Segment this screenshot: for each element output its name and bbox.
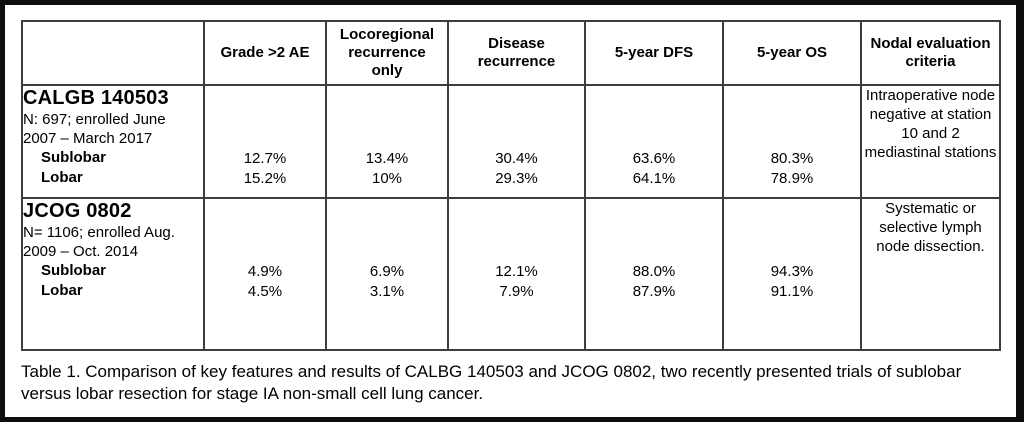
value-sublobar: 30.4% bbox=[495, 150, 538, 167]
value-sublobar: 12.7% bbox=[243, 150, 287, 167]
trial-comparison-table: Grade >2 AE Locoregional recurrence only… bbox=[21, 20, 1001, 351]
trial-enrollment-line: 2009 – Oct. 2014 bbox=[23, 243, 139, 260]
dfs-cell: 63.6% 64.1% bbox=[584, 84, 724, 199]
value-sublobar: 13.4% bbox=[365, 150, 409, 167]
value-lobar: 78.9% bbox=[770, 170, 814, 187]
value-lobar: 87.9% bbox=[632, 283, 676, 300]
value-sublobar: 94.3% bbox=[770, 263, 814, 280]
disease-recurrence-cell: 12.1% 7.9% bbox=[447, 197, 586, 351]
column-header-disease-recurrence: Disease recurrence bbox=[447, 20, 586, 86]
spacer bbox=[587, 87, 721, 149]
value-lobar: 91.1% bbox=[770, 283, 814, 300]
spacer bbox=[206, 200, 324, 262]
os-cell: 94.3% 91.1% bbox=[722, 197, 862, 351]
value-lobar: 3.1% bbox=[369, 283, 405, 300]
column-header-locoregional-recurrence: Locoregional recurrence only bbox=[325, 20, 449, 86]
value-lobar: 7.9% bbox=[499, 283, 534, 300]
grade-ae-cell: 4.9% 4.5% bbox=[203, 197, 327, 351]
locoregional-cell: 13.4% 10% bbox=[325, 84, 449, 199]
arm-label-lobar: Lobar bbox=[41, 282, 83, 299]
value-sublobar: 6.9% bbox=[369, 263, 405, 280]
trial-label-cell: JCOG 0802 N= 1106; enrolled Aug. 2009 – … bbox=[21, 197, 205, 351]
spacer bbox=[450, 200, 583, 262]
value-sublobar: 88.0% bbox=[632, 263, 676, 280]
nodal-criteria-cell: Intraoperative node negative at station … bbox=[860, 84, 1001, 199]
value-sublobar: 63.6% bbox=[632, 150, 676, 167]
value-sublobar: 80.3% bbox=[770, 150, 814, 167]
trial-name: CALGB 140503 bbox=[23, 87, 169, 109]
arm-label-sublobar: Sublobar bbox=[41, 262, 107, 279]
table-row-calgb-140503: CALGB 140503 N: 697; enrolled June 2007 … bbox=[21, 84, 1001, 199]
disease-recurrence-cell: 30.4% 29.3% bbox=[447, 84, 586, 199]
arm-label-sublobar: Sublobar bbox=[41, 149, 107, 166]
column-header-nodal-criteria: Nodal evaluation criteria bbox=[860, 20, 1001, 86]
trial-name: JCOG 0802 bbox=[23, 200, 132, 222]
spacer bbox=[450, 87, 583, 149]
arm-label-lobar: Lobar bbox=[41, 169, 83, 186]
spacer bbox=[587, 200, 721, 262]
value-lobar: 64.1% bbox=[632, 170, 676, 187]
table-caption: Table 1. Comparison of key features and … bbox=[21, 362, 962, 403]
trial-enrollment-line: N= 1106; enrolled Aug. bbox=[23, 224, 175, 241]
header-row: Grade >2 AE Locoregional recurrence only… bbox=[21, 20, 1001, 86]
spacer bbox=[725, 200, 859, 262]
value-lobar: 29.3% bbox=[495, 170, 538, 187]
spacer bbox=[328, 200, 446, 262]
spacer bbox=[206, 87, 324, 149]
nodal-criteria-cell: Systematic or selective lymph node disse… bbox=[860, 197, 1001, 351]
value-sublobar: 4.9% bbox=[247, 263, 283, 280]
column-header-5yr-os: 5-year OS bbox=[722, 20, 862, 86]
column-header-grade-ae: Grade >2 AE bbox=[203, 20, 327, 86]
column-header-empty bbox=[21, 20, 205, 86]
dfs-cell: 88.0% 87.9% bbox=[584, 197, 724, 351]
value-lobar: 15.2% bbox=[243, 170, 287, 187]
spacer bbox=[328, 87, 446, 149]
trial-label-cell: CALGB 140503 N: 697; enrolled June 2007 … bbox=[21, 84, 205, 199]
value-lobar: 4.5% bbox=[247, 283, 283, 300]
table-row-jcog-0802: JCOG 0802 N= 1106; enrolled Aug. 2009 – … bbox=[21, 197, 1001, 351]
spacer bbox=[725, 87, 859, 149]
trial-enrollment-line: 2007 – March 2017 bbox=[23, 130, 153, 147]
value-sublobar: 12.1% bbox=[495, 263, 538, 280]
os-cell: 80.3% 78.9% bbox=[722, 84, 862, 199]
locoregional-cell: 6.9% 3.1% bbox=[325, 197, 449, 351]
column-header-5yr-dfs: 5-year DFS bbox=[584, 20, 724, 86]
value-lobar: 10% bbox=[371, 170, 403, 187]
grade-ae-cell: 12.7% 15.2% bbox=[203, 84, 327, 199]
trial-enrollment-line: N: 697; enrolled June bbox=[23, 111, 166, 128]
